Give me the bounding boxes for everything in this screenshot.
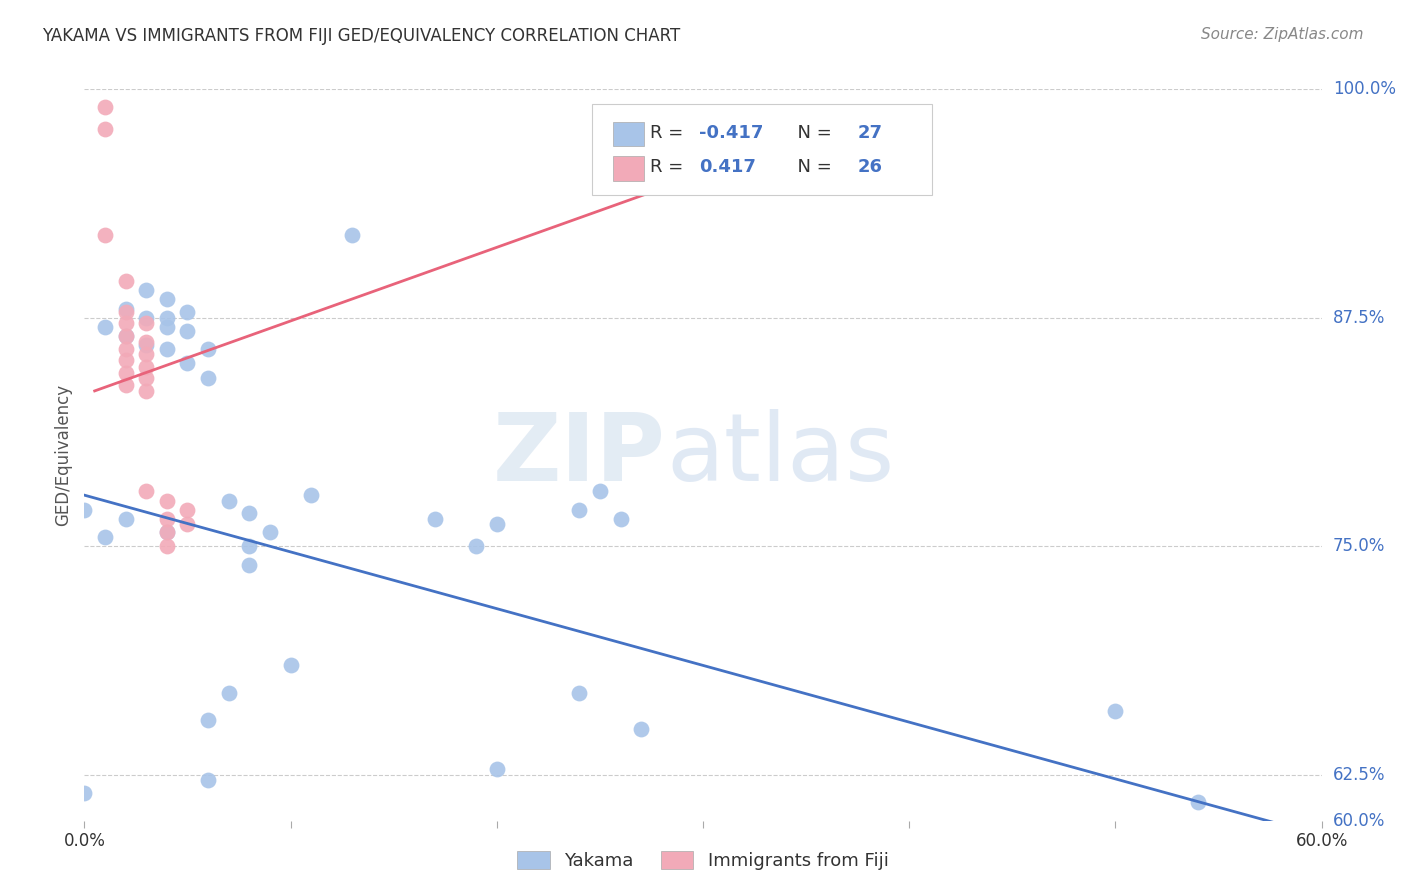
Point <box>238 558 260 572</box>
Point <box>156 293 179 307</box>
Point <box>94 320 117 334</box>
Point <box>94 101 117 115</box>
Point <box>1187 796 1209 810</box>
Point <box>259 524 281 539</box>
Point <box>135 284 157 298</box>
Point <box>156 310 179 325</box>
Point <box>156 524 179 539</box>
Point <box>465 540 488 554</box>
Point <box>176 324 198 338</box>
Point <box>73 786 96 800</box>
Text: 27: 27 <box>858 124 883 142</box>
Text: 26: 26 <box>858 159 883 177</box>
Point <box>568 503 591 517</box>
Point <box>568 685 591 699</box>
Point <box>114 352 136 367</box>
Text: Source: ZipAtlas.com: Source: ZipAtlas.com <box>1201 27 1364 42</box>
Point <box>135 484 157 499</box>
Text: YAKAMA VS IMMIGRANTS FROM FIJI GED/EQUIVALENCY CORRELATION CHART: YAKAMA VS IMMIGRANTS FROM FIJI GED/EQUIV… <box>42 27 681 45</box>
Point <box>197 371 219 385</box>
Point <box>114 329 136 343</box>
Point <box>280 855 302 870</box>
Point <box>135 310 157 325</box>
Point <box>114 366 136 380</box>
Point <box>856 136 879 151</box>
Point <box>197 713 219 727</box>
Point <box>94 228 117 243</box>
Point <box>176 503 198 517</box>
Point <box>135 384 157 398</box>
Point <box>114 301 136 316</box>
Point <box>176 517 198 532</box>
Point <box>114 342 136 356</box>
Point <box>218 493 240 508</box>
Point <box>547 850 569 864</box>
Text: 75.0%: 75.0% <box>1333 537 1385 556</box>
Point <box>423 512 446 526</box>
Text: 62.5%: 62.5% <box>1333 766 1385 784</box>
Point <box>176 356 198 371</box>
Point <box>280 658 302 673</box>
FancyBboxPatch shape <box>613 122 644 146</box>
Legend: Yakama, Immigrants from Fiji: Yakama, Immigrants from Fiji <box>510 844 896 878</box>
Point <box>135 371 157 385</box>
Point <box>609 512 631 526</box>
Point <box>1104 704 1126 718</box>
Point <box>135 347 157 361</box>
Point <box>135 338 157 352</box>
Point <box>630 723 652 737</box>
Text: N =: N = <box>786 159 838 177</box>
Point <box>299 488 322 502</box>
Point <box>156 540 179 554</box>
Point <box>135 360 157 375</box>
Text: 60.0%: 60.0% <box>1333 812 1385 830</box>
Text: ZIP: ZIP <box>494 409 666 501</box>
Text: R =: R = <box>650 159 695 177</box>
Point <box>156 320 179 334</box>
Text: 87.5%: 87.5% <box>1333 309 1385 326</box>
Point <box>114 305 136 319</box>
Point <box>485 517 508 532</box>
Point <box>485 763 508 777</box>
Point <box>73 503 96 517</box>
Point <box>114 329 136 343</box>
FancyBboxPatch shape <box>592 103 932 195</box>
Point <box>238 540 260 554</box>
Point <box>218 685 240 699</box>
Text: atlas: atlas <box>666 409 894 501</box>
Point <box>197 342 219 356</box>
Point <box>156 493 179 508</box>
Point <box>1187 822 1209 837</box>
Point <box>114 316 136 330</box>
Text: 100.0%: 100.0% <box>1333 80 1396 98</box>
Point <box>176 305 198 319</box>
Point <box>238 507 260 521</box>
Point <box>114 378 136 392</box>
Y-axis label: GED/Equivalency: GED/Equivalency <box>55 384 73 526</box>
Point <box>94 122 117 136</box>
Text: 0.417: 0.417 <box>699 159 756 177</box>
Point <box>156 512 179 526</box>
Text: N =: N = <box>786 124 838 142</box>
Point <box>135 334 157 349</box>
Point <box>114 274 136 288</box>
Text: R =: R = <box>650 124 689 142</box>
Point <box>156 342 179 356</box>
FancyBboxPatch shape <box>613 156 644 180</box>
Point <box>114 512 136 526</box>
Point <box>135 316 157 330</box>
Point <box>156 524 179 539</box>
Point <box>856 122 879 136</box>
Point <box>197 773 219 788</box>
Text: -0.417: -0.417 <box>699 124 763 142</box>
Point <box>342 228 364 243</box>
Point <box>589 484 612 499</box>
Point <box>94 530 117 544</box>
